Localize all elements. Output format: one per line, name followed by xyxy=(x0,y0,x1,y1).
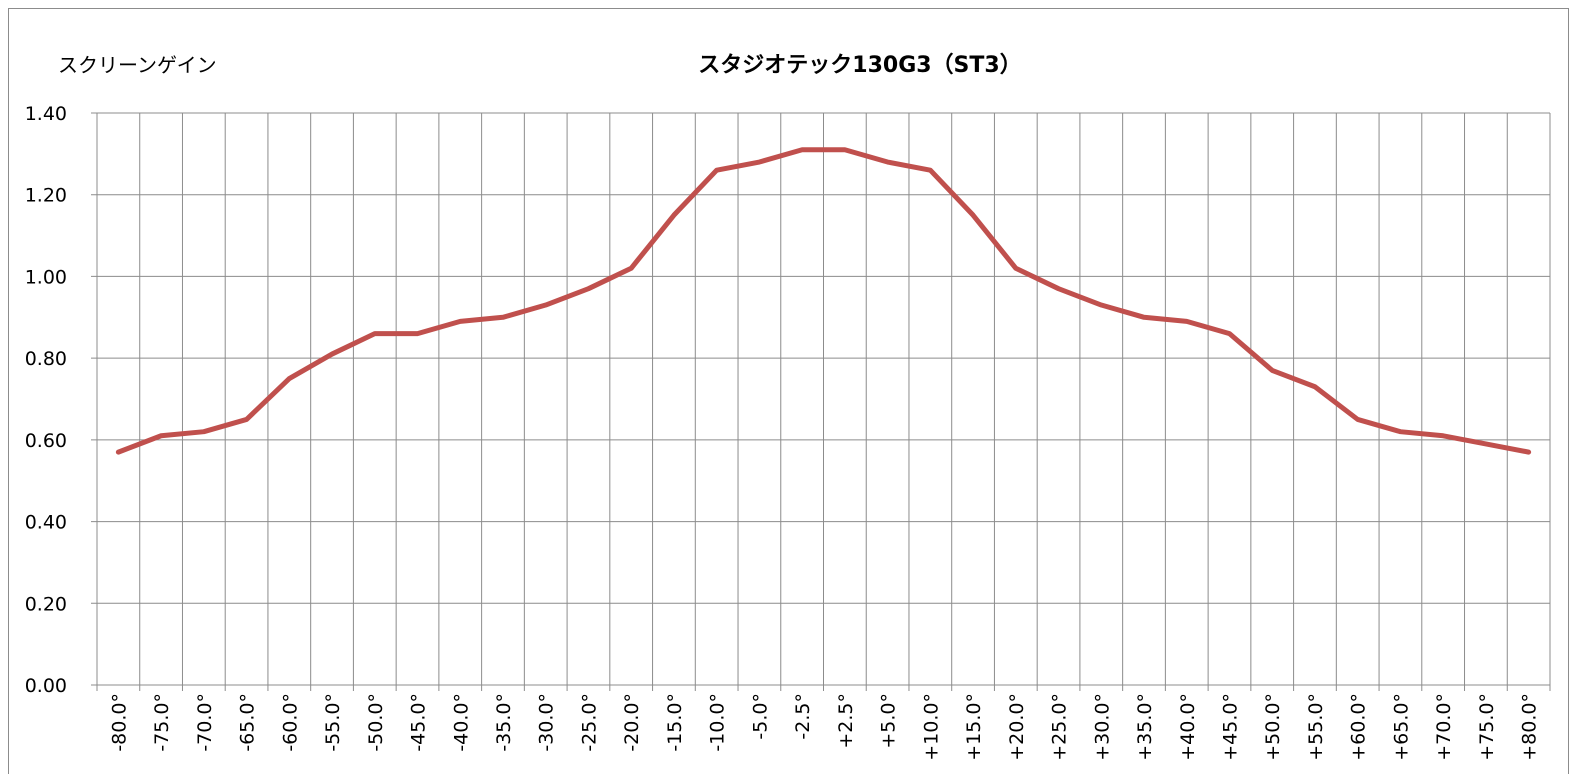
x-tick-label: -30.0° xyxy=(536,693,558,752)
data-line xyxy=(115,147,1532,455)
x-tick-label: +40.0° xyxy=(1177,693,1199,761)
y-tick-label: 0.60 xyxy=(25,430,67,452)
x-tick-label: +70.0° xyxy=(1433,693,1455,761)
x-tick-label: -65.0° xyxy=(237,693,259,752)
x-tick-label: +60.0° xyxy=(1348,693,1370,761)
x-tick-label: +10.0° xyxy=(920,693,942,761)
y-axis-label: スクリーンゲイン xyxy=(58,53,217,77)
x-tick-label: +15.0° xyxy=(963,693,985,761)
x-tick-label: -25.0° xyxy=(578,693,600,752)
x-tick-label: +2.5° xyxy=(835,693,857,749)
chart-border xyxy=(8,8,1569,774)
x-tick-label: -80.0° xyxy=(108,693,130,752)
x-tick-label: -35.0° xyxy=(493,693,515,752)
x-tick-label: +50.0° xyxy=(1262,693,1284,761)
x-tick-label: -55.0° xyxy=(322,693,344,752)
x-tick-label: +75.0° xyxy=(1476,693,1498,761)
x-tick-label: -60.0° xyxy=(279,693,301,752)
y-tick-label: 0.00 xyxy=(25,675,67,697)
x-tick-label: -20.0° xyxy=(621,693,643,752)
x-tick-label: +25.0° xyxy=(1049,693,1071,761)
x-tick-label: +5.0° xyxy=(878,693,900,749)
x-tick-label: -2.5° xyxy=(792,693,814,740)
x-tick-label: -10.0° xyxy=(707,693,729,752)
x-tick-label: +65.0° xyxy=(1390,693,1412,761)
y-tick-label: 1.40 xyxy=(25,103,67,125)
x-tick-label: +30.0° xyxy=(1091,693,1113,761)
x-tick-label: -40.0° xyxy=(450,693,472,752)
y-tick-label: 0.80 xyxy=(25,348,67,370)
y-tick-label: 0.40 xyxy=(25,512,67,534)
x-tick-label: +55.0° xyxy=(1305,693,1327,761)
chart-title: スタジオテック130G3（ST3） xyxy=(698,53,1021,78)
x-tick-label: +20.0° xyxy=(1006,693,1028,761)
x-tick-label: -70.0° xyxy=(194,693,216,752)
x-tick-label: -15.0° xyxy=(664,693,686,752)
x-tick-label: +80.0° xyxy=(1519,693,1541,761)
y-tick-label: 1.20 xyxy=(25,185,67,207)
x-tick-label: -45.0° xyxy=(408,693,430,752)
x-tick-label: +35.0° xyxy=(1134,693,1156,761)
y-tick-label: 0.20 xyxy=(25,593,67,615)
y-tick-label: 1.00 xyxy=(25,266,67,288)
x-tick-label: -50.0° xyxy=(365,693,387,752)
x-tick-label: -75.0° xyxy=(151,693,173,752)
x-tick-label: +45.0° xyxy=(1219,693,1241,761)
x-tick-label: -5.0° xyxy=(749,693,771,740)
